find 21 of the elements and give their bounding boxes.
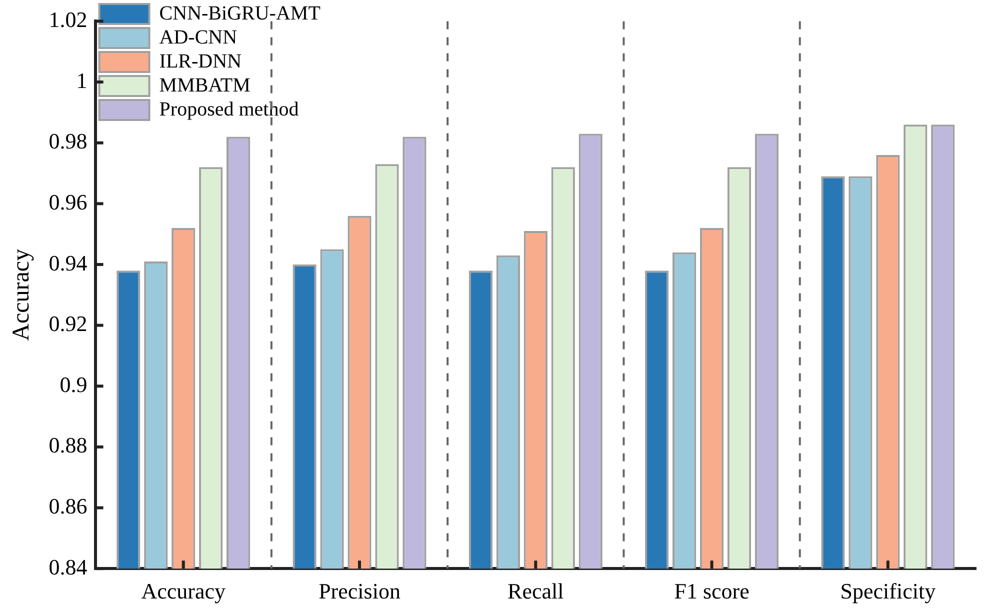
y-tick-label: 0.86 xyxy=(48,494,88,519)
x-tick-label: Specificity xyxy=(840,578,936,604)
y-tick-label: 0.9 xyxy=(60,372,88,397)
y-axis-title: Accuracy xyxy=(8,248,35,341)
x-tick-label: Precision xyxy=(318,578,400,604)
y-tick-label: 1 xyxy=(76,68,88,93)
x-tick-label: Accuracy xyxy=(141,578,226,604)
legend-label: ILR-DNN xyxy=(159,50,242,72)
y-tick-label: 0.88 xyxy=(48,432,88,458)
y-tick-label: 0.92 xyxy=(48,311,88,336)
y-tick-label: 0.94 xyxy=(48,250,88,276)
legend-label: MMBATM xyxy=(159,74,251,96)
x-tick-label: F1 score xyxy=(674,578,750,604)
y-tick-label: 0.98 xyxy=(48,128,88,154)
x-tick-label: Recall xyxy=(508,578,564,604)
legend-label: AD-CNN xyxy=(159,26,238,48)
legend-label: CNN-BiGRU-AMT xyxy=(159,2,320,24)
y-tick-label: 0.84 xyxy=(48,554,88,580)
legend-label: Proposed method xyxy=(159,98,299,120)
y-tick-label: 1.02 xyxy=(48,6,88,32)
y-tick-label: 0.96 xyxy=(48,189,88,214)
